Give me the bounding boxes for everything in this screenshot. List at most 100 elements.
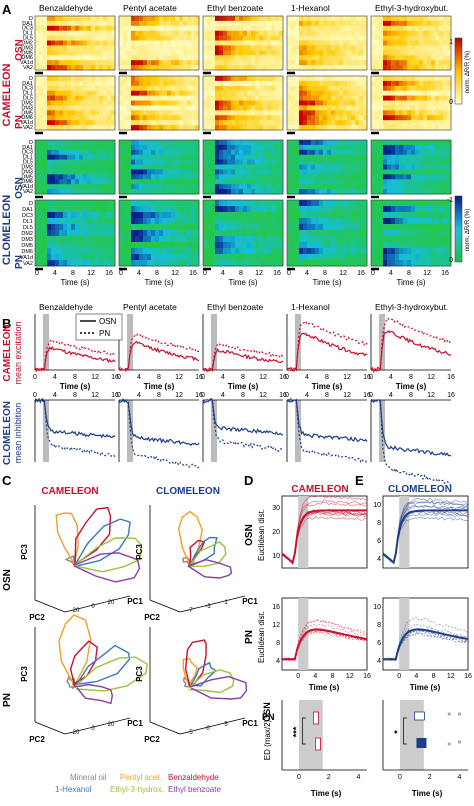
heatmap-pixel — [223, 55, 228, 61]
trial-trace — [383, 623, 469, 661]
heatmap-pixel — [99, 159, 104, 165]
heatmap-pixel — [131, 115, 136, 121]
heatmap-pixel — [219, 206, 224, 213]
heatmap-pixel — [59, 90, 64, 97]
heatmap-pixel — [287, 154, 292, 161]
heatmap-pixel — [407, 169, 412, 175]
heatmap-pixel — [363, 149, 368, 156]
heatmap-pixel — [267, 115, 272, 121]
heatmap-pixel — [151, 179, 156, 185]
heatmap-pixel — [275, 224, 280, 231]
heatmap-pixel — [439, 65, 444, 71]
heatmap-pixel — [83, 184, 88, 190]
heatmap-pixel — [139, 76, 144, 82]
heatmap-pixel — [347, 76, 352, 82]
heatmap-pixel — [423, 218, 428, 225]
heatmap-pixel — [59, 16, 64, 22]
heatmap-tick: 0 — [119, 270, 123, 277]
heatmap-pixel — [171, 224, 176, 231]
heatmap-pixel — [187, 85, 192, 92]
heatmap-pixel — [195, 236, 200, 243]
heatmap-pixel — [79, 115, 84, 121]
heatmap-pixel — [423, 242, 428, 249]
heatmap-pixel — [63, 140, 68, 146]
heatmap-pixel — [151, 154, 156, 161]
heatmap-pixel — [359, 184, 364, 190]
pc-tick: -20 — [71, 608, 80, 614]
heatmap-pixel — [355, 55, 360, 61]
heatmap-pixel — [239, 76, 244, 82]
heatmap-pixel — [195, 260, 200, 267]
heatmap-pixel — [131, 16, 136, 22]
trajectory — [66, 675, 76, 690]
heatmap-pixel — [39, 174, 44, 180]
heatmap-pixel — [279, 169, 284, 175]
heatmap-pixel — [379, 140, 384, 146]
glomerulus-label: DM2 — [21, 164, 33, 170]
heatmap-pixel — [43, 254, 48, 261]
heatmap-pixel — [351, 212, 356, 219]
heatmap-pixel — [223, 164, 228, 170]
heatmap-pixel — [243, 254, 248, 261]
heatmap-pixel — [271, 212, 276, 219]
heatmap-pixel — [287, 80, 292, 87]
heatmap-pixel — [139, 212, 144, 219]
heatmap-pixel — [71, 120, 76, 126]
heatmap-pixel — [171, 254, 176, 261]
heatmap-pixel — [139, 144, 144, 151]
heatmap-pixel — [123, 144, 128, 151]
heatmap-pixel — [103, 206, 108, 213]
heatmap-pixel — [143, 90, 148, 97]
heatmap-pixel — [423, 110, 428, 116]
heatmap-pixel — [267, 230, 272, 237]
heatmap-pixel — [379, 149, 384, 156]
heatmap-pixel — [387, 85, 392, 92]
heatmap-pixel — [179, 50, 184, 56]
heatmap-pixel — [339, 125, 344, 131]
heatmap-pixel — [55, 105, 60, 111]
heatmap-pixel — [311, 16, 316, 22]
heatmap-pixel — [431, 80, 436, 87]
heatmap-pixel — [311, 110, 316, 116]
heatmap-pixel — [135, 179, 140, 185]
heatmap-pixel — [119, 25, 124, 32]
heatmap-pixel — [231, 230, 236, 237]
heatmap-pixel — [191, 50, 196, 56]
heatmap-pixel — [179, 55, 184, 61]
heatmap-pixel — [131, 159, 136, 165]
heatmap-pixel — [131, 254, 136, 261]
heatmap-pixel — [151, 144, 156, 151]
heatmap-pixel — [135, 65, 140, 71]
heatmap-pixel — [151, 115, 156, 121]
heatmap-pixel — [403, 218, 408, 225]
heatmap-pixel — [383, 60, 388, 66]
heatmap-pixel — [51, 60, 56, 66]
heatmap-pixel — [371, 248, 376, 255]
heatmap-pixel — [103, 218, 108, 225]
heatmap-pixel — [387, 212, 392, 219]
heatmap-pixel — [443, 105, 448, 111]
heatmap-pixel — [215, 80, 220, 87]
heatmap-pixel — [63, 16, 68, 22]
heatmap-pixel — [51, 144, 56, 151]
heatmap-pixel — [147, 169, 152, 175]
heatmap-pixel — [207, 184, 212, 190]
heatmap-pixel — [443, 115, 448, 121]
heatmap-pixel — [55, 206, 60, 213]
heatmap-pixel — [55, 189, 60, 195]
heatmap-pixel — [147, 159, 152, 165]
heatmap-pixel — [171, 50, 176, 56]
heatmap-pixel — [119, 230, 124, 237]
heatmap-pixel — [443, 40, 448, 46]
heatmap-pixel — [75, 60, 80, 66]
heatmap-pixel — [139, 85, 144, 92]
heatmap-pixel — [379, 236, 384, 243]
heatmap-pixel — [263, 50, 268, 56]
heatmap-pixel — [331, 16, 336, 22]
heatmap-pixel — [343, 260, 348, 267]
heatmap-pixel — [211, 60, 216, 66]
heatmap-pixel — [395, 65, 400, 71]
heatmap-pixel — [159, 16, 164, 22]
heatmap-pixel — [363, 248, 368, 255]
